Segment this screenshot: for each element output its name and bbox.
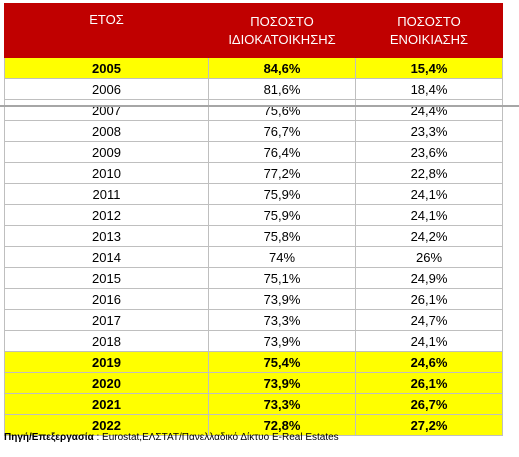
- cell-year: 2011: [4, 183, 209, 205]
- table-row: 2014 74% 26%: [4, 246, 503, 268]
- cell-ownership: 74%: [208, 246, 356, 268]
- table-row: 2009 76,4% 23,6%: [4, 141, 503, 163]
- table-row: 2013 75,8% 24,2%: [4, 225, 503, 247]
- cell-year: 2005: [4, 57, 209, 79]
- header-year-label: ΕΤΟΣ: [89, 12, 124, 27]
- header-rental-line1: ΠΟΣΟΣΤΟ: [397, 13, 461, 29]
- table-row: 2010 77,2% 22,8%: [4, 162, 503, 184]
- horizontal-separator-line: [0, 105, 519, 107]
- cell-ownership: 75,8%: [208, 225, 356, 247]
- cell-rental: 24,6%: [355, 351, 503, 373]
- source-text: : Eurostat,ΕΛΣΤΑΤ/Πανελλαδικό Δίκτυο E-R…: [93, 432, 339, 443]
- table-row: 2016 73,9% 26,1%: [4, 288, 503, 310]
- header-ownership-line1: ΠΟΣΟΣΤΟ: [250, 13, 314, 29]
- header-ownership: ΠΟΣΟΣΤΟ ΙΔΙΟΚΑΤΟΙΚΗΣΗΣ: [208, 3, 356, 58]
- table-row: 2022 72,8% 27,2%: [4, 414, 503, 436]
- cell-year: 2022: [4, 414, 209, 436]
- cell-rental: 15,4%: [355, 57, 503, 79]
- cell-rental: 22,8%: [355, 162, 503, 184]
- cell-ownership: 73,9%: [208, 330, 356, 352]
- cell-ownership: 75,4%: [208, 351, 356, 373]
- source-note: Πηγή/Επεξεργασία : Eurostat,ΕΛΣΤΑΤ/Πανελ…: [4, 432, 339, 443]
- cell-year: 2013: [4, 225, 209, 247]
- cell-year: 2008: [4, 120, 209, 142]
- ownership-rental-table: ΕΤΟΣ ΠΟΣΟΣΤΟ ΙΔΙΟΚΑΤΟΙΚΗΣΗΣ ΠΟΣΟΣΤΟ ΕΝΟΙ…: [4, 3, 503, 436]
- cell-year: 2016: [4, 288, 209, 310]
- table-row: 2007 75,6% 24,4%: [4, 99, 503, 121]
- header-year: ΕΤΟΣ: [4, 3, 209, 58]
- cell-rental: 26,1%: [355, 288, 503, 310]
- table-row: 2017 73,3% 24,7%: [4, 309, 503, 331]
- table-row: 2011 75,9% 24,1%: [4, 183, 503, 205]
- cell-rental: 24,1%: [355, 183, 503, 205]
- cell-year: 2010: [4, 162, 209, 184]
- cell-year: 2006: [4, 78, 209, 100]
- table-row: 2015 75,1% 24,9%: [4, 267, 503, 289]
- source-label: Πηγή/Επεξεργασία: [4, 432, 94, 443]
- cell-year: 2012: [4, 204, 209, 226]
- cell-rental: 27,2%: [355, 414, 503, 436]
- cell-year: 2021: [4, 393, 209, 415]
- cell-rental: 23,3%: [355, 120, 503, 142]
- cell-ownership: 75,9%: [208, 204, 356, 226]
- cell-rental: 24,2%: [355, 225, 503, 247]
- cell-year: 2017: [4, 309, 209, 331]
- cell-year: 2007: [4, 99, 209, 121]
- cell-rental: 24,7%: [355, 309, 503, 331]
- cell-ownership: 72,8%: [208, 414, 356, 436]
- table-header-row: ΕΤΟΣ ΠΟΣΟΣΤΟ ΙΔΙΟΚΑΤΟΙΚΗΣΗΣ ΠΟΣΟΣΤΟ ΕΝΟΙ…: [4, 3, 503, 58]
- table-row: 2008 76,7% 23,3%: [4, 120, 503, 142]
- data-table-container: ΕΤΟΣ ΠΟΣΟΣΤΟ ΙΔΙΟΚΑΤΟΙΚΗΣΗΣ ΠΟΣΟΣΤΟ ΕΝΟΙ…: [4, 3, 503, 436]
- cell-rental: 24,1%: [355, 330, 503, 352]
- cell-ownership: 75,1%: [208, 267, 356, 289]
- cell-ownership: 75,9%: [208, 183, 356, 205]
- cell-year: 2019: [4, 351, 209, 373]
- table-row: 2021 73,3% 26,7%: [4, 393, 503, 415]
- cell-ownership: 77,2%: [208, 162, 356, 184]
- cell-ownership: 81,6%: [208, 78, 356, 100]
- cell-rental: 23,6%: [355, 141, 503, 163]
- table-row: 2012 75,9% 24,1%: [4, 204, 503, 226]
- cell-year: 2014: [4, 246, 209, 268]
- table-row: 2018 73,9% 24,1%: [4, 330, 503, 352]
- table-row: 2005 84,6% 15,4%: [4, 57, 503, 79]
- header-rental: ΠΟΣΟΣΤΟ ΕΝΟΙΚΙΑΣΗΣ: [355, 3, 503, 58]
- cell-year: 2015: [4, 267, 209, 289]
- header-ownership-line2: ΙΔΙΟΚΑΤΟΙΚΗΣΗΣ: [228, 31, 336, 47]
- cell-ownership: 76,4%: [208, 141, 356, 163]
- cell-ownership: 84,6%: [208, 57, 356, 79]
- cell-rental: 26%: [355, 246, 503, 268]
- cell-year: 2009: [4, 141, 209, 163]
- cell-rental: 26,1%: [355, 372, 503, 394]
- cell-rental: 26,7%: [355, 393, 503, 415]
- cell-ownership: 73,3%: [208, 309, 356, 331]
- cell-rental: 24,9%: [355, 267, 503, 289]
- table-row: 2019 75,4% 24,6%: [4, 351, 503, 373]
- cell-rental: 24,1%: [355, 204, 503, 226]
- cell-ownership: 75,6%: [208, 99, 356, 121]
- cell-rental: 18,4%: [355, 78, 503, 100]
- table-row: 2020 73,9% 26,1%: [4, 372, 503, 394]
- cell-year: 2020: [4, 372, 209, 394]
- cell-rental: 24,4%: [355, 99, 503, 121]
- cell-ownership: 73,3%: [208, 393, 356, 415]
- cell-ownership: 76,7%: [208, 120, 356, 142]
- table-row: 2006 81,6% 18,4%: [4, 78, 503, 100]
- header-rental-line2: ΕΝΟΙΚΙΑΣΗΣ: [389, 31, 469, 47]
- cell-ownership: 73,9%: [208, 372, 356, 394]
- cell-ownership: 73,9%: [208, 288, 356, 310]
- cell-year: 2018: [4, 330, 209, 352]
